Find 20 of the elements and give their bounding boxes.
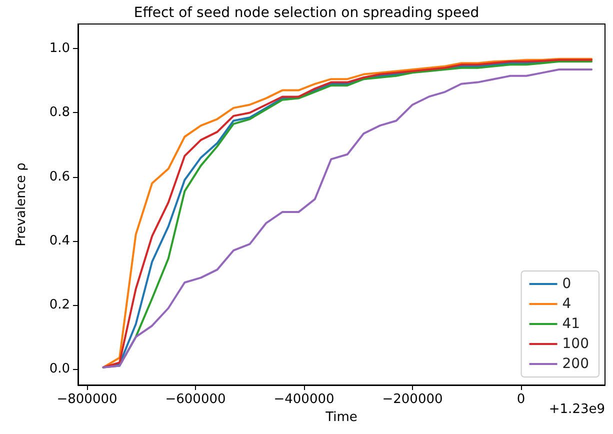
x-tick-label: −600000 <box>165 392 226 407</box>
x-tick-label: 0 <box>516 392 526 407</box>
x-tick-label: −400000 <box>274 392 334 407</box>
x-axis-title: Time <box>324 410 358 425</box>
x-tick-label: −200000 <box>382 392 443 407</box>
y-tick-label: 0.4 <box>49 233 70 248</box>
y-tick-label: 1.0 <box>49 41 70 56</box>
legend-label: 4 <box>562 296 572 312</box>
chart-title: Effect of seed node selection on spreading speed <box>134 5 480 21</box>
y-tick-label: 0.8 <box>49 105 70 120</box>
legend-label: 200 <box>562 356 590 372</box>
x-tick-label: −800000 <box>56 392 118 407</box>
y-tick-label: 0.0 <box>49 361 70 376</box>
legend-label: 0 <box>562 276 572 292</box>
y-axis-title: Prevalence ρ <box>14 162 29 246</box>
y-tick-label: 0.6 <box>49 169 70 184</box>
legend-label: 41 <box>562 316 580 332</box>
text: +1.23e9 <box>548 402 606 417</box>
legend-label: 100 <box>562 336 590 352</box>
y-tick-label: 0.2 <box>49 297 70 312</box>
